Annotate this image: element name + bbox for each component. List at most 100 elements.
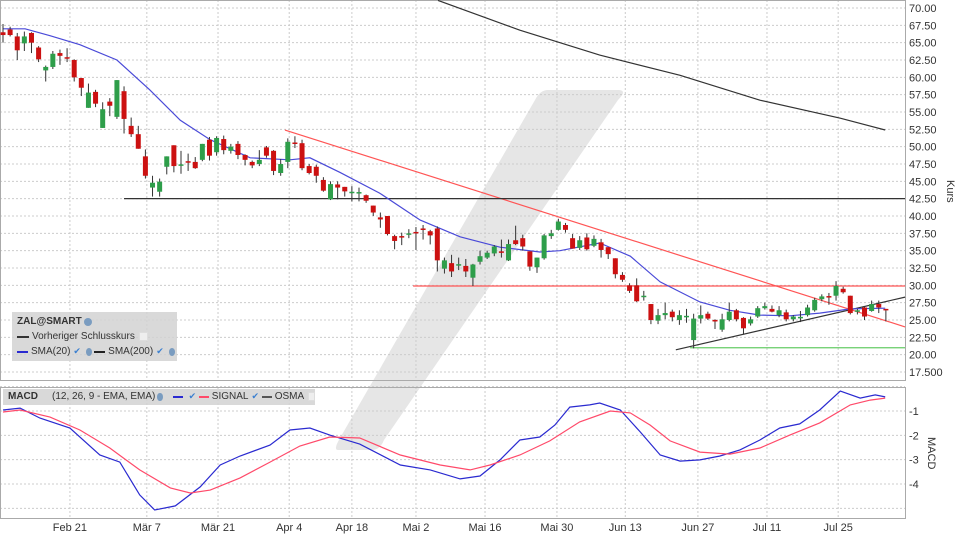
candle [7,26,13,37]
candle [214,136,220,156]
candle [57,49,63,65]
candle-body [171,145,177,167]
candle [790,315,796,322]
signal-line [2,397,886,494]
candle-body [577,240,583,248]
candle [698,305,704,324]
candle [263,145,269,158]
sma20-label: SMA(20) [30,346,71,357]
candle-body [142,156,148,176]
price-legend: ZAL@SMART Vorheriger Schlusskurs SMA(20)… [12,312,177,361]
sma200-checkbox[interactable]: ✔ [156,346,164,356]
x-tick-label: Apr 18 [336,522,368,534]
globe-icon[interactable] [157,392,163,401]
candle [192,157,198,169]
candle-body [691,318,697,341]
candle-body [342,186,348,192]
candle [100,102,106,128]
watermark-logo [335,90,623,450]
candle [840,286,846,294]
macd-checkbox[interactable]: ✔ [188,391,197,401]
macd-line-icon [172,395,183,398]
candle [0,23,6,43]
macd-lines [2,390,886,511]
candle [755,306,761,318]
candle [748,316,754,326]
candle [199,143,205,162]
candle [627,283,633,293]
y-axis-macd: -1 -2 -3 -4 [909,406,919,491]
sma20-checkbox[interactable]: ✔ [73,346,81,356]
x-tick-label: Jul 25 [823,522,852,534]
candle-body [256,159,262,164]
candle [498,239,504,258]
candle-body [370,205,376,213]
macd-line [2,390,886,511]
y-tick-label: 37.50 [909,228,937,240]
candle [513,225,519,246]
osma-line-icon [262,395,272,398]
y-tick-label: 22.50 [909,332,937,344]
candle [271,150,277,176]
candle-body [470,264,476,278]
candle [819,294,825,302]
candle-body [854,310,860,312]
candle [833,281,839,301]
candle [641,290,647,301]
candle-body [121,91,127,119]
candle-body [484,252,490,258]
y-tick-label: 42.50 [909,194,937,206]
candle-body [420,228,426,230]
globe-icon[interactable] [85,347,93,356]
candle-body [463,265,469,272]
candle [605,247,611,259]
candle-body [527,251,533,267]
x-tick-label: Mär 21 [201,522,235,534]
candle [157,178,163,197]
candle-body [214,137,220,153]
candle-body [513,240,519,245]
osma-checkbox[interactable] [308,392,315,401]
sma200-line [437,0,886,131]
candle-body [50,53,56,67]
globe-icon[interactable] [83,317,92,326]
trendlines [124,129,906,351]
candle-body [733,310,739,320]
candle-body [491,246,497,254]
prev-close-checkbox[interactable] [138,332,148,341]
symbol-label: ZAL@SMART [17,316,82,327]
trendline [675,296,906,351]
x-tick-label: Feb 21 [53,522,87,534]
candle [377,212,383,228]
prev-close-label: Vorheriger Schlusskurs [32,331,135,342]
candle [555,218,561,231]
candle-body [28,32,34,43]
macd-legend: MACD (12, 26, 9 - EMA, EMA) ✔ SIGNAL ✔ OS… [3,389,315,405]
candle-body [242,154,248,160]
candle [534,257,540,273]
candle-body [520,238,526,247]
candle-body [619,274,625,280]
price-panel-frame [0,0,906,381]
price-axis-label: Kurs [944,180,956,203]
candles [0,23,889,349]
candle [655,308,661,325]
candle [584,233,590,251]
y-tick-label: 35.00 [909,246,937,258]
candle [78,78,84,97]
x-tick-label: Jun 13 [609,522,642,534]
candle [349,186,355,202]
y-tick-label: 30.00 [909,280,937,292]
candle-body [278,163,284,174]
candle-body [0,32,6,36]
x-axis: Feb 21 Mär 7 Mär 21 Apr 4 Apr 18 Mai 2 Mai 16 M… [53,522,853,534]
candle [527,251,533,271]
candle [50,50,56,70]
candle-body [157,181,163,192]
sma20-line-icon [17,350,28,353]
globe-icon[interactable] [168,347,175,356]
signal-checkbox[interactable]: ✔ [251,391,260,401]
candle [278,159,284,176]
sma200-label: SMA(200) [108,346,154,357]
candle [797,310,803,323]
